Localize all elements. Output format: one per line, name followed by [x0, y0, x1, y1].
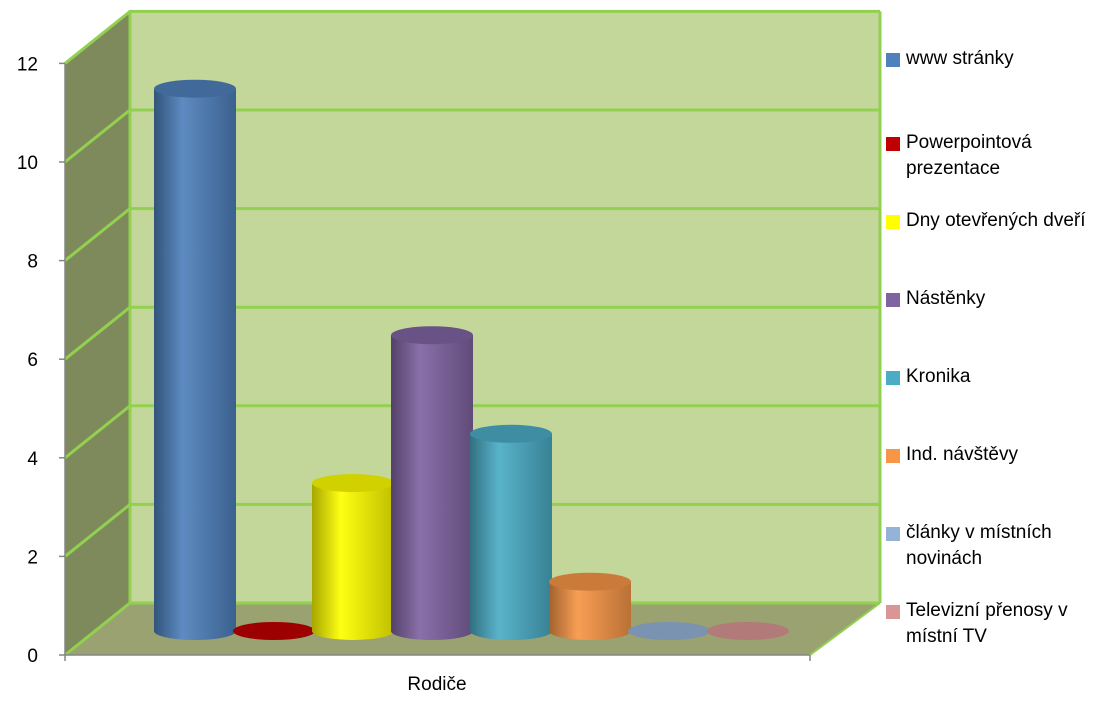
y-tick-label: 12	[17, 54, 38, 75]
bar-body	[154, 88, 236, 640]
bar-top	[549, 572, 631, 591]
legend-item: Powerpointová prezentace	[886, 130, 1100, 182]
legend-label: Powerpointová prezentace	[906, 132, 1032, 179]
y-tick-label: 8	[27, 252, 38, 273]
legend-swatch	[886, 215, 900, 229]
y-tick-label: 0	[27, 646, 38, 667]
bars	[154, 79, 789, 640]
legend-label: Kronika	[906, 366, 971, 387]
bar-5	[470, 424, 552, 640]
y-tick-label: 10	[17, 153, 38, 174]
legend-label: články v místních novinách	[906, 522, 1052, 569]
bar-body	[391, 335, 473, 640]
bar-top	[312, 474, 394, 493]
bar-3	[312, 474, 394, 640]
legend-item: Dny otevřených dveří	[886, 208, 1100, 234]
bar-top	[707, 622, 789, 640]
axes: 0 2 4 6 8 10 12 Rodiče	[17, 54, 811, 695]
bar-2	[233, 622, 315, 640]
bar-top	[154, 79, 236, 98]
bar-8	[707, 622, 789, 640]
legend-item: www stránky	[886, 46, 1100, 72]
legend-label: Ind. návštěvy	[906, 444, 1018, 465]
y-tick-label: 2	[27, 547, 38, 568]
bar-1	[154, 79, 236, 640]
bar-body	[470, 433, 552, 640]
legend-swatch	[886, 371, 900, 385]
y-tick-label: 4	[27, 449, 38, 470]
bar-body	[549, 581, 631, 640]
legend-item: Nástěnky	[886, 286, 1100, 312]
bar-top	[470, 424, 552, 443]
legend-item: články v místních novinách	[886, 520, 1100, 572]
bar-7	[628, 622, 710, 640]
x-category-label: Rodiče	[407, 674, 466, 695]
bar-top	[628, 622, 710, 640]
legend-item: Televizní přenosy v místní TV	[886, 598, 1100, 650]
bar-6	[549, 572, 631, 640]
legend-item: Kronika	[886, 364, 1100, 390]
legend-label: www stránky	[906, 48, 1014, 69]
legend-swatch	[886, 137, 900, 151]
bar-top	[233, 622, 315, 640]
legend-swatch	[886, 527, 900, 541]
legend-swatch	[886, 449, 900, 463]
bar-top	[391, 326, 473, 345]
legend-swatch	[886, 53, 900, 67]
legend-swatch	[886, 293, 900, 307]
bar-body	[312, 483, 394, 640]
gridlines	[64, 9, 882, 657]
bar-4	[391, 326, 473, 640]
floor-edge	[809, 602, 881, 656]
y-tick-label: 6	[27, 350, 38, 371]
legend-swatch	[886, 605, 900, 619]
legend-label: Televizní přenosy v místní TV	[906, 600, 1068, 647]
legend-label: Nástěnky	[906, 288, 986, 309]
legend-item: Ind. návštěvy	[886, 442, 1100, 468]
legend-label: Dny otevřených dveří	[906, 210, 1086, 231]
